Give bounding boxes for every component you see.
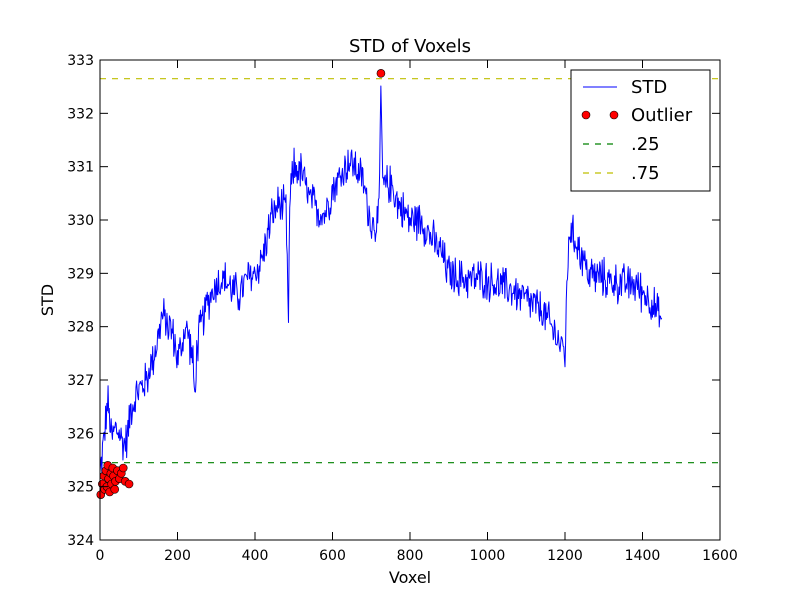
outlier-point — [110, 485, 120, 494]
y-tick-label: 325 — [67, 480, 94, 496]
ticks-layer: 0 200 400 600 800 1000 1200 1400 1600 324 325 326 32… — [67, 53, 738, 564]
outlier-point — [124, 479, 134, 489]
y-axis-label: STD — [38, 284, 57, 316]
legend-outlier-marker-right — [609, 110, 619, 120]
chart-title: STD of Voxels — [349, 36, 471, 57]
x-tick-label: 1000 — [470, 548, 506, 564]
x-tick-label: 600 — [319, 548, 346, 564]
x-tick-label: 800 — [397, 548, 424, 564]
y-tick-label: 332 — [67, 106, 94, 122]
legend-outlier-label: Outlier — [631, 105, 693, 126]
x-tick-label: 0 — [96, 548, 105, 564]
x-tick-label: 1600 — [702, 548, 738, 564]
x-tick-label: 200 — [164, 548, 191, 564]
y-tick-label: 333 — [67, 53, 94, 69]
x-axis-label: Voxel — [389, 568, 431, 587]
legend: STD Outlier .25 .75 — [570, 69, 711, 192]
legend-q75-label: .75 — [631, 163, 660, 184]
y-tick-label: 327 — [67, 373, 94, 389]
legend-outlier-marker-left — [581, 110, 591, 120]
legend-std-label: STD — [631, 77, 667, 98]
y-tick-label: 329 — [67, 266, 94, 282]
x-tick-label: 400 — [242, 548, 269, 564]
legend-q25-label: .25 — [631, 134, 660, 155]
outlier-point — [118, 463, 128, 473]
y-tick-label: 324 — [67, 533, 94, 549]
y-tick-label: 330 — [67, 213, 94, 229]
legend-box — [570, 69, 711, 192]
x-tick-label: 1400 — [625, 548, 661, 564]
y-tick-label: 328 — [67, 320, 94, 336]
std-series-line — [99, 85, 663, 474]
outlier-point — [376, 69, 386, 78]
y-tick-label: 331 — [67, 160, 94, 176]
x-tick-label: 1200 — [547, 548, 583, 564]
y-tick-label: 326 — [67, 426, 94, 442]
